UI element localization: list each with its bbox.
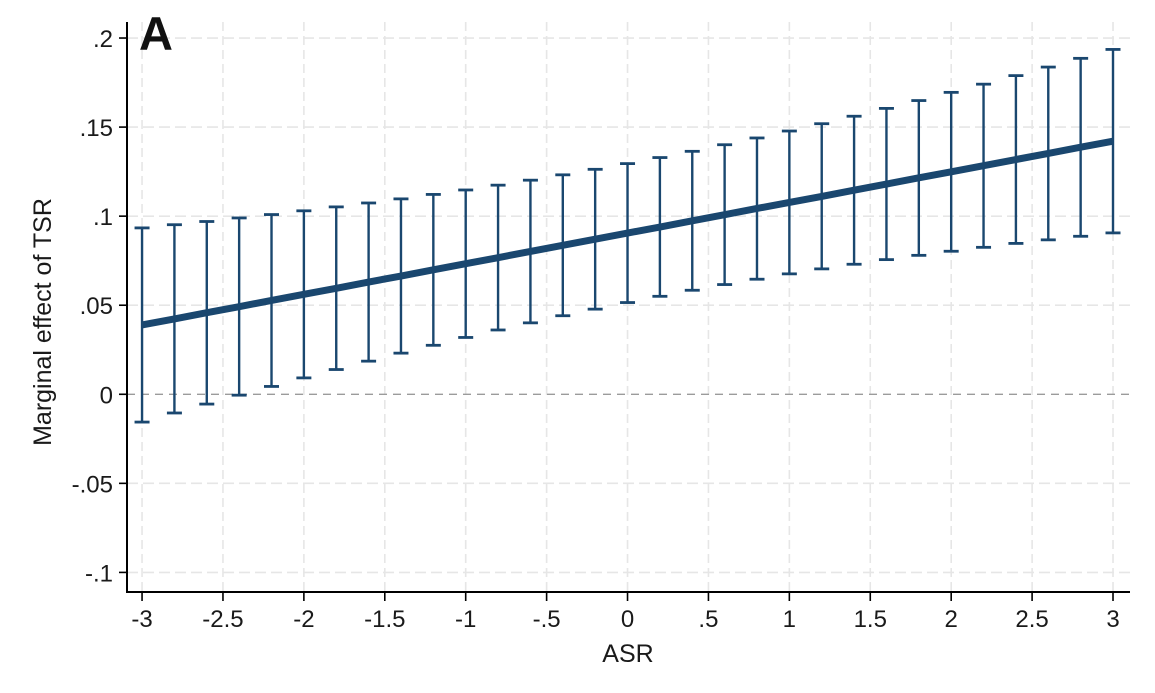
x-tick-label: -1 [455, 606, 476, 633]
y-tick-label: -.1 [85, 560, 113, 587]
x-tick-label: -1.5 [364, 606, 405, 633]
x-tick-label: 1 [783, 606, 796, 633]
y-tick-label: .1 [93, 204, 113, 231]
x-tick-label: .5 [698, 606, 718, 633]
x-tick-label: 2.5 [1015, 606, 1048, 633]
x-tick-label: 3 [1106, 606, 1119, 633]
y-axis-title: Marginal effect of TSR [29, 198, 57, 446]
x-tick-label: -3 [131, 606, 152, 633]
y-tick-label: 0 [100, 382, 113, 409]
y-tick-label: .15 [80, 115, 113, 142]
x-tick-label: -2.5 [202, 606, 243, 633]
x-tick-label: 2 [945, 606, 958, 633]
y-tick-label: -.05 [72, 471, 113, 498]
effect-line [141, 137, 1114, 329]
x-axis-title: ASR [602, 640, 654, 668]
x-tick-label: -.5 [533, 606, 561, 633]
y-tick-label: .2 [93, 26, 113, 53]
y-tick-label: .05 [80, 293, 113, 320]
x-tick-label: 1.5 [854, 606, 887, 633]
panel-label: A [139, 7, 173, 60]
x-tick-label: -2 [293, 606, 314, 633]
x-tick-label: 0 [621, 606, 634, 633]
